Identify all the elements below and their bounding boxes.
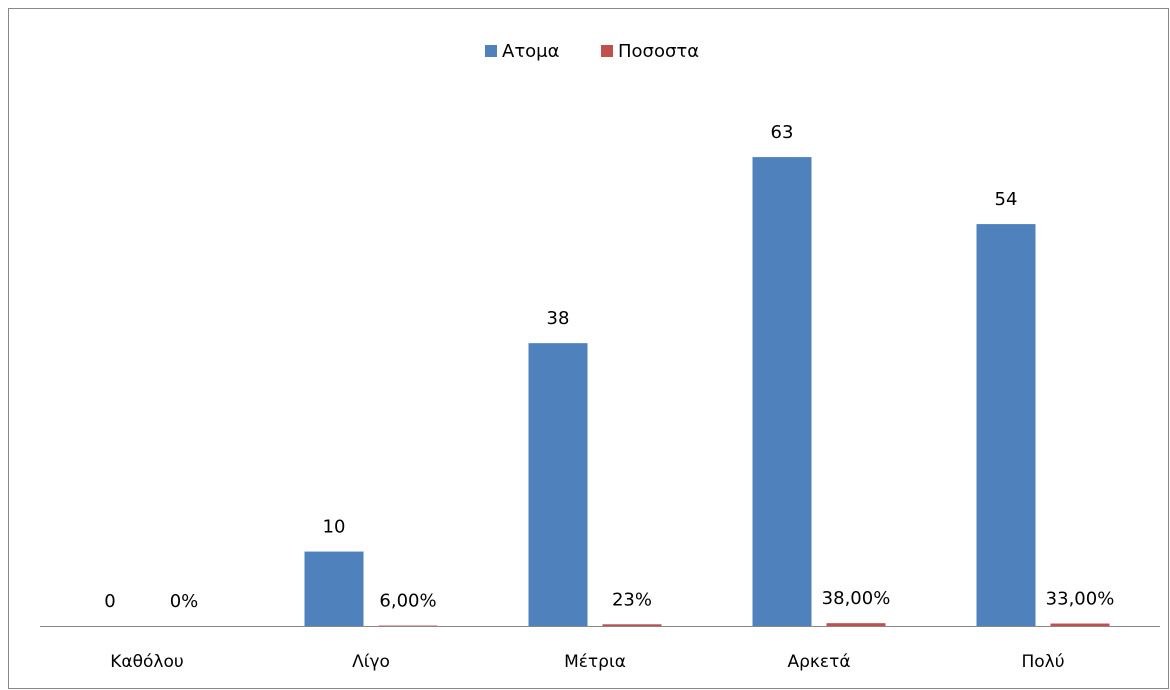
data-label: 33,00%	[1046, 589, 1115, 610]
data-label: 63	[771, 122, 794, 143]
data-label: 6,00%	[379, 591, 436, 612]
bar	[976, 224, 1036, 627]
bar	[752, 157, 812, 626]
bar	[528, 343, 588, 626]
x-tick-label: Αρκετά	[787, 652, 850, 672]
x-tick-label: Μέτρια	[564, 652, 626, 672]
data-label: 0%	[170, 591, 199, 612]
x-tick-label: Πολύ	[1021, 652, 1064, 672]
legend-swatch	[601, 45, 613, 57]
chart-border	[8, 8, 1169, 689]
x-tick-label: Καθόλου	[110, 652, 183, 672]
data-label: 23%	[612, 589, 652, 610]
bar	[826, 623, 886, 626]
data-label: 10	[323, 517, 346, 538]
data-label: 38,00%	[822, 588, 891, 609]
x-tick-label: Λίγο	[352, 652, 390, 672]
bar	[602, 624, 662, 626]
bar	[1050, 623, 1110, 626]
data-label: 0	[104, 591, 115, 612]
legend-swatch	[485, 45, 497, 57]
data-label: 38	[547, 308, 570, 329]
bar	[304, 551, 364, 626]
data-label: 54	[995, 189, 1018, 210]
legend-label: Ποσοστα	[618, 41, 699, 62]
legend-label: Ατομα	[502, 41, 559, 62]
